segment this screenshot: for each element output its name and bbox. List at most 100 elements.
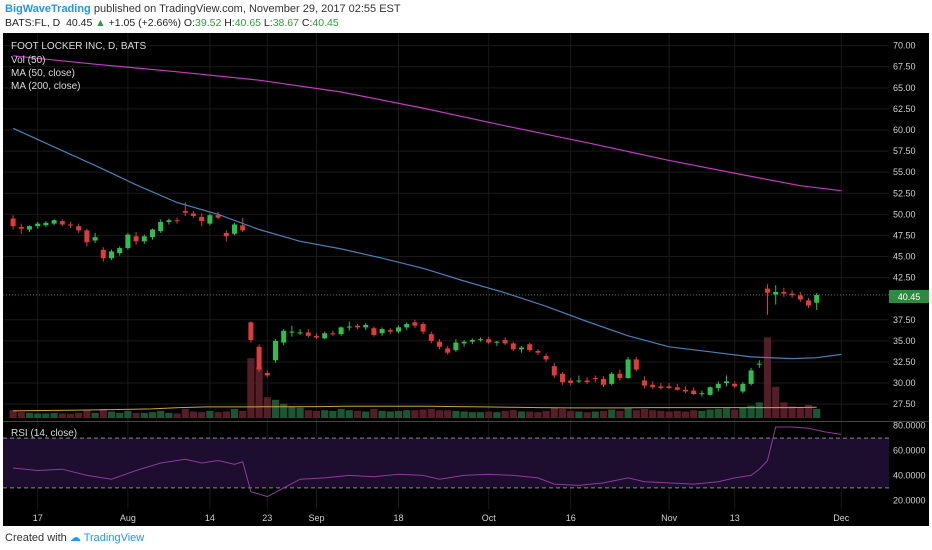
candle-body [740, 383, 746, 392]
open-label: O: [183, 17, 196, 29]
volume-bar [239, 410, 247, 418]
volume-bar [329, 410, 337, 418]
author-link[interactable]: BigWaveTrading [5, 3, 91, 15]
volume-bar [321, 410, 329, 418]
volume-bar [616, 410, 624, 418]
candle-body [584, 380, 590, 383]
volume-bar [116, 412, 124, 418]
volume-bar [534, 412, 542, 418]
candle-body [346, 326, 352, 328]
candle-body [199, 216, 205, 222]
volume-bar [280, 403, 288, 418]
volume-bar [763, 337, 772, 418]
rsi-legend: RSI (14, close) [11, 428, 77, 439]
volume-bar [526, 411, 534, 418]
price-tick-label: 42.50 [893, 273, 916, 283]
volume-bar [124, 410, 132, 418]
quote-line: BATS:FL, D 40.45 ▲ +1.05 (+2.66%) O:39.5… [5, 17, 339, 29]
tradingview-brand[interactable]: TradingView [83, 532, 145, 544]
candle-body [133, 236, 139, 242]
price-tick-label: 30.00 [893, 378, 916, 388]
price-tick-label: 70.00 [893, 41, 916, 51]
candle-body [396, 327, 401, 332]
candle-body [797, 295, 803, 300]
candle-body [363, 324, 369, 328]
candle-body [666, 386, 672, 389]
candle-body [248, 322, 254, 341]
volume-bar [509, 410, 517, 418]
publish-text: published on TradingView.com, November 2… [93, 3, 401, 15]
price-pane[interactable] [3, 33, 889, 421]
volume-bar [673, 410, 681, 418]
candle-body [59, 221, 65, 225]
volume-bar [714, 408, 722, 418]
volume-bar [394, 410, 403, 418]
price-tick-label: 47.50 [893, 230, 916, 240]
volume-bar [83, 410, 91, 418]
volume-bar [419, 409, 427, 418]
candle-body [543, 356, 549, 360]
price-tick-label: 55.00 [893, 167, 916, 177]
volume-bar [25, 412, 34, 418]
candle-body [724, 381, 729, 384]
candle-body [27, 226, 32, 230]
volume-bar [468, 412, 476, 418]
candle-body [84, 230, 90, 243]
candle-body [658, 386, 664, 389]
candle-body [486, 339, 492, 343]
volume-bar [681, 411, 690, 418]
price-tick-label: 57.50 [893, 146, 916, 156]
volume-bar [107, 411, 116, 418]
candle-body [535, 350, 541, 353]
volume-bar [148, 412, 157, 418]
candle-body [297, 332, 303, 334]
volume-bar [304, 410, 312, 418]
candle-body [404, 324, 410, 328]
ma50-line [12, 127, 842, 360]
candle-body [223, 232, 229, 237]
volume-bar [804, 405, 813, 418]
candle-body [412, 322, 418, 326]
candle-body [150, 229, 155, 238]
volume-bar [362, 411, 370, 418]
volume-bar [583, 412, 591, 418]
volume-bar [772, 386, 780, 418]
time-tick-label: 14 [205, 513, 215, 523]
volume-bar [517, 411, 526, 418]
candle-body [715, 383, 721, 389]
volume-bar [575, 411, 583, 418]
candle-body [420, 324, 426, 332]
time-axis[interactable] [3, 509, 889, 526]
volume-bar [17, 412, 25, 418]
footer: Created with ☁ TradingView [5, 531, 144, 544]
candle-body [428, 334, 434, 341]
volume-bar [206, 410, 214, 418]
volume-bar [58, 413, 66, 418]
price-tick-label: 52.50 [893, 188, 916, 198]
volume-bar [460, 411, 468, 418]
volume-bar [222, 411, 230, 418]
volume-bar [640, 408, 649, 418]
candle-body [92, 237, 98, 241]
volume-bar [427, 408, 435, 418]
candle-body [281, 330, 287, 343]
volume-bar [780, 402, 788, 418]
volume-bar [271, 399, 280, 418]
rsi-tick-label: 60.0000 [893, 446, 926, 456]
stock-chart[interactable]: 70.00 67.50 65.00 62.50 60.00 57.50 55.00 52.50… [0, 33, 932, 526]
candle-body [691, 390, 697, 395]
candle-body [166, 220, 172, 222]
price-tick-label: 67.50 [893, 62, 916, 72]
volume-bar [165, 412, 173, 418]
candle-body [117, 248, 123, 254]
volume-bar [698, 410, 706, 418]
candle-body [109, 251, 114, 259]
candle-body [699, 393, 705, 395]
candle-body [453, 342, 459, 351]
candle-body [338, 327, 344, 335]
candle-body [240, 225, 246, 231]
volume-bar [230, 408, 239, 418]
candle-body [609, 373, 615, 384]
price-axis[interactable] [889, 33, 929, 526]
volume-bar [263, 397, 271, 418]
